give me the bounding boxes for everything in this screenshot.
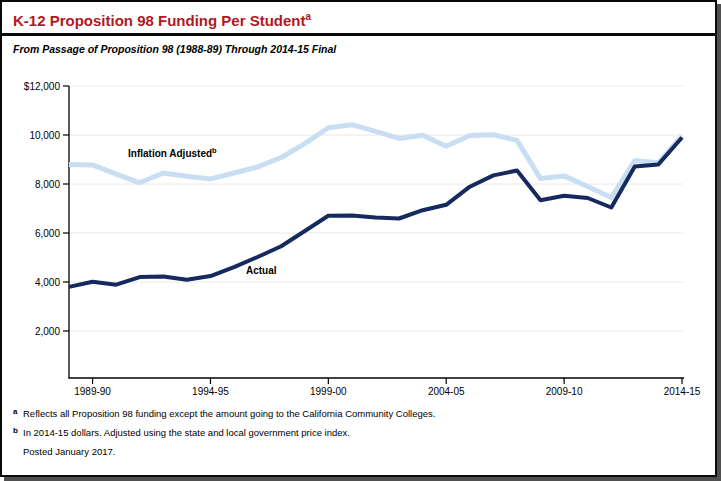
series-line-inflation-adjusted	[69, 125, 682, 198]
page-title-text: K-12 Proposition 98 Funding Per Student	[13, 12, 306, 29]
inflation-adjusted-series-label: Inflation Adjustedb	[128, 146, 217, 159]
page-title: K-12 Proposition 98 Funding Per Studenta	[13, 11, 311, 29]
y-tick-label-12000: $12,000	[24, 81, 61, 92]
x-tick-label-2009-10: 2009-10	[546, 386, 583, 397]
title-superscript: a	[306, 11, 312, 22]
page-subtitle: From Passage of Proposition 98 (1988-89)…	[13, 43, 336, 55]
footnote-a: a Reflects all Proposition 98 funding exc…	[12, 408, 435, 419]
y-tick-label-8000: 8,000	[35, 179, 60, 190]
footnote-posted: Posted January 2017.	[12, 446, 115, 457]
actual-series-label: Actual	[246, 265, 277, 276]
inflation-adjusted-label-superscript: b	[212, 146, 217, 155]
x-tick-label-1989-90: 1989-90	[74, 386, 111, 397]
footnote-b-marker: b	[13, 426, 18, 435]
footnote-a-text: Reflects all Proposition 98 funding exce…	[23, 408, 435, 419]
line-chart: $12,000 10,000 8,000 6,000 4,000 2,000 1989-90…	[2, 62, 719, 402]
y-tick-label-4000: 4,000	[35, 277, 60, 288]
x-tick-label-2014-15: 2014-15	[664, 386, 701, 397]
x-tick-label-2004-05: 2004-05	[428, 386, 465, 397]
report-card: K-12 Proposition 98 Funding Per Studenta…	[0, 0, 717, 477]
x-tick-label-1999-00: 1999-00	[310, 386, 347, 397]
footnote-posted-text: Posted January 2017.	[23, 446, 115, 457]
y-tick-label-10000: 10,000	[29, 130, 60, 141]
footnote-b-text: In 2014-15 dollars. Adjusted using the s…	[23, 427, 350, 438]
y-tick-label-6000: 6,000	[35, 228, 60, 239]
footnote-b: b In 2014-15 dollars. Adjusted using the …	[12, 427, 350, 438]
x-tick-label-1994-95: 1994-95	[192, 386, 229, 397]
footnote-a-marker: a	[13, 407, 17, 416]
inflation-adjusted-series-label-text: Inflation Adjusted	[128, 148, 212, 159]
series-line-actual	[69, 138, 682, 287]
title-divider	[2, 33, 715, 36]
y-tick-label-2000: 2,000	[35, 326, 60, 337]
